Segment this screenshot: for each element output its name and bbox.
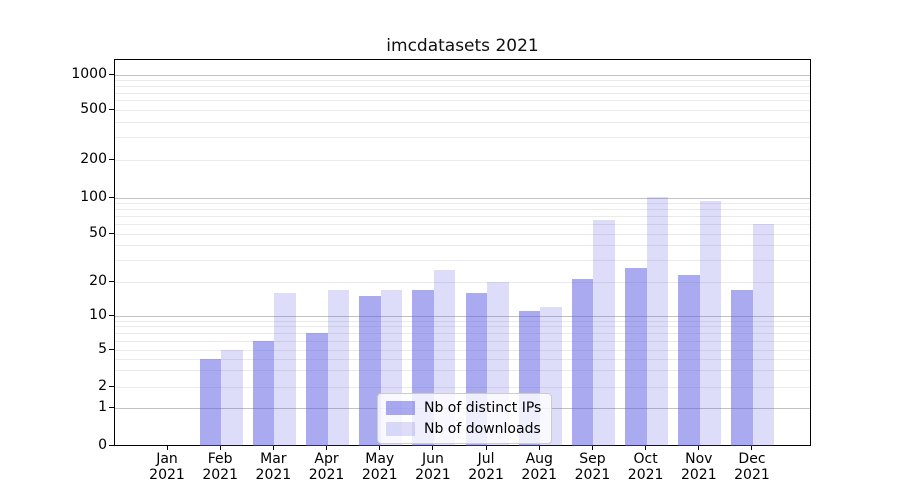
y-tick-label: 20	[89, 273, 107, 289]
y-axis-tick	[109, 348, 114, 350]
y-tick-label: 1	[98, 399, 107, 415]
plot-area: Nb of distinct IPs Nb of downloads	[114, 59, 811, 446]
bar-nb-of-distinct-ips-oct-2021	[625, 268, 647, 446]
y-axis-tick	[109, 280, 114, 282]
bar-nb-of-downloads-oct-2021	[646, 197, 669, 446]
x-axis-tick	[538, 445, 540, 450]
minor-gridline	[115, 349, 810, 351]
minor-gridline	[115, 358, 810, 360]
bar-nb-of-downloads-mar-2021	[274, 292, 296, 446]
x-tick-label: Aug 2021	[521, 451, 558, 483]
minor-gridline	[115, 326, 810, 328]
x-axis-tick	[166, 445, 168, 450]
major-gridline	[115, 74, 810, 76]
x-tick-label: Jul 2021	[468, 451, 504, 483]
x-axis-tick	[432, 445, 434, 450]
bar-nb-of-distinct-ips-feb-2021	[199, 359, 222, 446]
bar-nb-of-distinct-ips-mar-2021	[252, 341, 275, 446]
y-axis-tick	[109, 385, 114, 387]
y-axis-tick	[109, 314, 114, 316]
bar-nb-of-downloads-nov-2021	[699, 201, 722, 446]
bar-nb-of-distinct-ips-dec-2021	[731, 289, 753, 446]
legend-item-downloads: Nb of downloads	[386, 421, 541, 437]
minor-gridline	[115, 340, 810, 342]
y-tick-label: 10	[89, 307, 107, 323]
x-tick-label: Oct 2021	[627, 451, 664, 483]
minor-gridline	[115, 386, 810, 388]
minor-gridline	[115, 121, 810, 123]
minor-gridline	[115, 79, 810, 81]
x-tick-label: Sep 2021	[574, 451, 611, 483]
y-tick-label: 200	[80, 151, 107, 167]
major-gridline	[115, 315, 810, 317]
y-tick-label: 100	[80, 189, 107, 205]
bar-nb-of-distinct-ips-apr-2021	[306, 333, 328, 446]
x-axis-tick	[485, 445, 487, 450]
minor-gridline	[115, 320, 810, 322]
bar-nb-of-downloads-dec-2021	[752, 223, 775, 446]
minor-gridline	[115, 260, 810, 262]
bar-nb-of-distinct-ips-may-2021	[359, 296, 381, 446]
x-tick-label: May 2021	[361, 451, 398, 483]
chart-legend: Nb of distinct IPs Nb of downloads	[377, 393, 553, 444]
x-tick-label: Apr 2021	[308, 451, 345, 483]
minor-gridline	[115, 332, 810, 334]
minor-gridline	[115, 281, 810, 283]
y-axis-tick	[109, 406, 114, 408]
x-tick-label: Jun 2021	[415, 451, 451, 483]
x-tick-label: Dec 2021	[734, 451, 770, 483]
minor-gridline	[115, 209, 810, 211]
x-axis-tick	[698, 445, 700, 450]
bar-nb-of-downloads-apr-2021	[327, 289, 350, 446]
bar-nb-of-distinct-ips-nov-2021	[678, 274, 700, 446]
bar-nb-of-downloads-sep-2021	[593, 220, 615, 446]
x-axis-tick	[326, 445, 328, 450]
bar-nb-of-distinct-ips-sep-2021	[571, 279, 594, 446]
legend-swatch-downloads	[386, 422, 415, 436]
y-axis-tick	[109, 73, 114, 75]
x-axis-tick	[219, 445, 221, 450]
x-axis-tick	[379, 445, 381, 450]
y-axis-tick	[109, 232, 114, 234]
y-tick-label: 1000	[71, 66, 107, 82]
x-axis-tick	[751, 445, 753, 450]
x-tick-label: Feb 2021	[202, 451, 238, 483]
y-axis-tick	[109, 108, 114, 110]
legend-swatch-distinct-ips	[386, 401, 415, 415]
y-tick-label: 50	[89, 225, 107, 241]
major-gridline	[115, 197, 810, 199]
minor-gridline	[115, 216, 810, 218]
y-axis-tick	[109, 444, 114, 446]
y-axis-tick	[109, 158, 114, 160]
minor-gridline	[115, 202, 810, 204]
legend-label-downloads: Nb of downloads	[424, 421, 541, 437]
minor-gridline	[115, 85, 810, 87]
x-axis-tick	[645, 445, 647, 450]
x-axis-tick	[272, 445, 274, 450]
minor-gridline	[115, 109, 810, 111]
minor-gridline	[115, 92, 810, 94]
legend-label-distinct-ips: Nb of distinct IPs	[424, 400, 542, 416]
minor-gridline	[115, 233, 810, 235]
chart-title: imcdatasets 2021	[386, 36, 539, 56]
y-tick-label: 5	[98, 341, 107, 357]
y-tick-label: 2	[98, 378, 107, 394]
y-tick-label: 500	[80, 101, 107, 117]
minor-gridline	[115, 137, 810, 139]
x-tick-label: Jan 2021	[149, 451, 185, 483]
y-tick-label: 0	[98, 437, 107, 453]
bar-nb-of-downloads-feb-2021	[221, 350, 243, 446]
x-axis-tick	[591, 445, 593, 450]
minor-gridline	[115, 245, 810, 247]
x-tick-label: Nov 2021	[680, 451, 717, 483]
minor-gridline	[115, 100, 810, 102]
x-tick-label: Mar 2021	[255, 451, 292, 483]
minor-gridline	[115, 224, 810, 226]
y-axis-tick	[109, 196, 114, 198]
minor-gridline	[115, 370, 810, 372]
legend-item-distinct-ips: Nb of distinct IPs	[386, 400, 541, 416]
minor-gridline	[115, 159, 810, 161]
